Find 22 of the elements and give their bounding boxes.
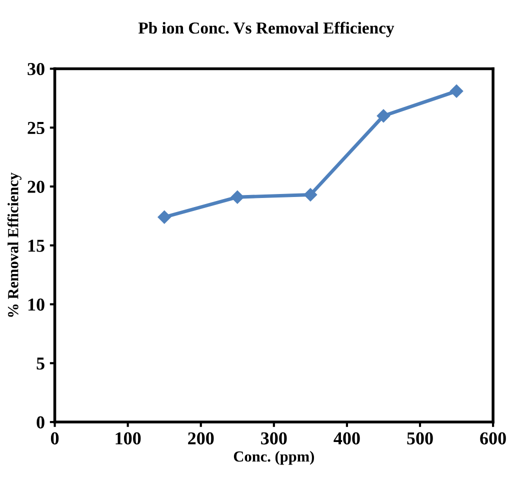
x-tick-label: 600 — [480, 432, 506, 444]
y-tick-label: 15 — [28, 240, 44, 252]
point — [450, 84, 464, 98]
y-tick-label: 20 — [28, 180, 44, 193]
chart-title: Pb ion Conc. Vs Removal Efficiency — [138, 22, 394, 38]
x-axis-title: Conc. (ppm) — [234, 450, 314, 465]
point — [158, 210, 171, 224]
x-tick-label: 200 — [188, 432, 214, 444]
x-tick-label: 500 — [407, 432, 433, 444]
y-tick-label: 30 — [28, 62, 44, 76]
y-tick-label: 10 — [28, 298, 44, 311]
y-tick-label: 25 — [28, 122, 44, 134]
y-tick-label: 5 — [36, 358, 44, 370]
y-axis-title: % Removal Efficiency — [7, 172, 22, 317]
y-tick-label: 0 — [36, 416, 44, 428]
point — [376, 109, 390, 122]
x-tick-label: 0 — [50, 432, 59, 444]
point — [230, 190, 244, 204]
point — [304, 188, 318, 202]
x-tick-label: 400 — [334, 432, 360, 444]
x-tick-label: 100 — [116, 432, 141, 444]
x-tick-label: 300 — [261, 432, 287, 444]
